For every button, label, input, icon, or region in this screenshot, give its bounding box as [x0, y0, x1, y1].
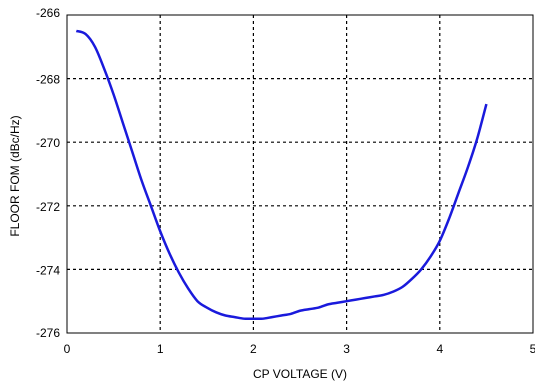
- y-axis-ticks: -266 -268 -270 -272 -274 -276: [36, 6, 60, 340]
- series-line: [75, 29, 488, 321]
- y-axis-label: FLOOR FOM (dBc/Hz): [8, 115, 22, 236]
- y-tick-label: -270: [36, 136, 60, 150]
- y-tick-label: -268: [36, 73, 60, 87]
- grid-lines: [67, 15, 533, 333]
- x-tick-label: 1: [157, 342, 164, 356]
- x-tick-label: 5: [530, 342, 535, 356]
- plot-frame: [66, 14, 534, 334]
- y-tick-label: -272: [36, 200, 60, 214]
- y-tick-label: -276: [36, 326, 60, 340]
- y-tick-label: -274: [36, 263, 60, 277]
- x-axis-label: CP VOLTAGE (V): [253, 367, 347, 381]
- x-tick-label: 3: [343, 342, 350, 356]
- y-tick-label: -266: [36, 6, 60, 20]
- x-tick-label: 0: [64, 342, 71, 356]
- x-tick-label: 4: [436, 342, 443, 356]
- x-axis-ticks: 0 1 2 3 4 5: [64, 342, 535, 356]
- x-tick-label: 2: [250, 342, 257, 356]
